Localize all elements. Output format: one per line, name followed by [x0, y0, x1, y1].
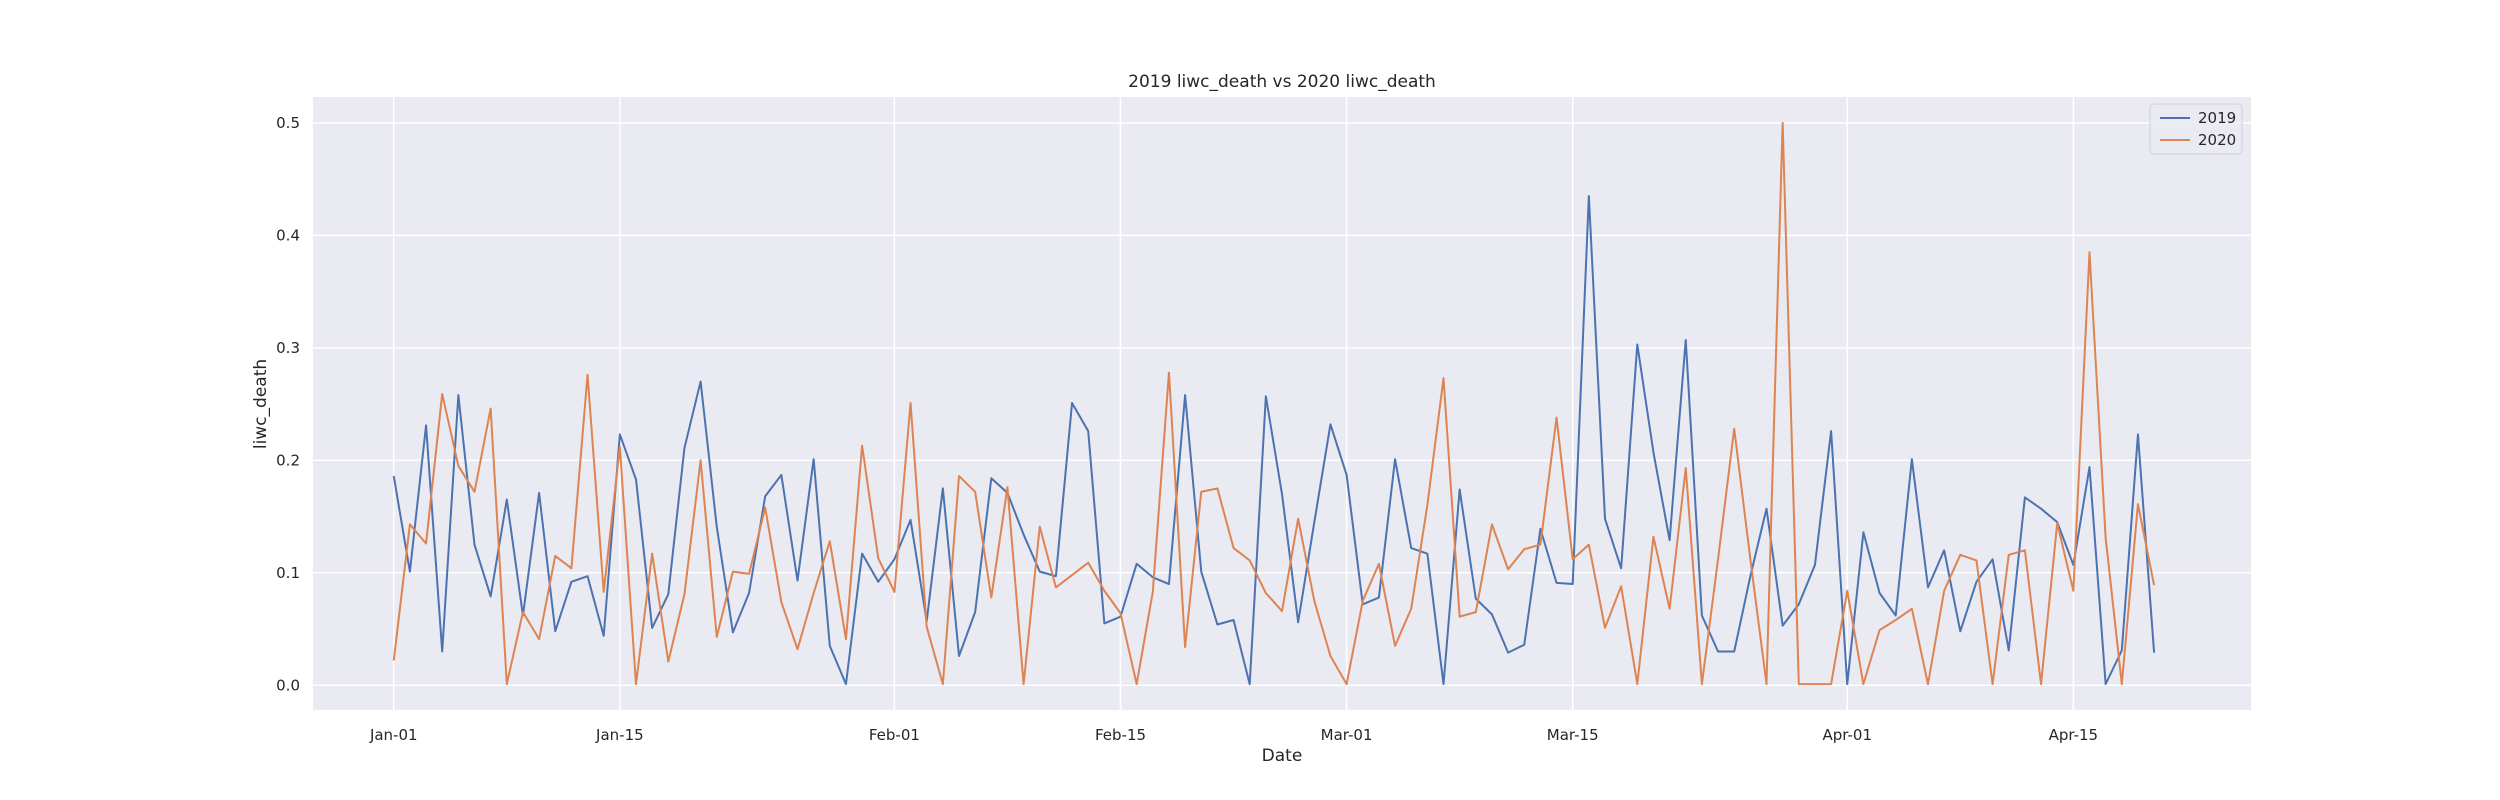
- x-tick-label: Mar-01: [1321, 726, 1373, 744]
- y-axis-ticks: 0.0 0.1 0.2 0.3 0.4 0.5: [276, 114, 300, 694]
- grid: [313, 97, 2251, 710]
- x-tick-label: Apr-01: [1823, 726, 1873, 744]
- plot-area: [313, 97, 2251, 710]
- x-tick-label: Apr-15: [2049, 726, 2099, 744]
- y-tick-label: 0.4: [276, 226, 300, 244]
- series-line-2020: [392, 121, 2156, 686]
- series-lines: [392, 121, 2156, 686]
- chart-title: 2019 liwc_death vs 2020 liwc_death: [1128, 72, 1436, 92]
- y-axis-label: liwc_death: [251, 359, 271, 449]
- x-tick-label: Jan-15: [595, 726, 644, 744]
- x-tick-label: Jan-01: [369, 726, 418, 744]
- legend-box: [2149, 103, 2243, 155]
- legend-label-2019: 2019: [2198, 109, 2236, 127]
- y-tick-label: 0.0: [276, 676, 300, 694]
- x-axis-ticks: Jan-01 Jan-15 Feb-01 Feb-15 Mar-01 Mar-15 Apr-…: [369, 726, 2098, 744]
- y-tick-label: 0.1: [276, 564, 300, 582]
- y-tick-label: 0.5: [276, 114, 300, 132]
- legend: 2019 2020: [2149, 103, 2243, 155]
- x-tick-label: Feb-01: [869, 726, 920, 744]
- y-tick-label: 0.2: [276, 451, 300, 469]
- legend-label-2020: 2020: [2198, 131, 2236, 149]
- x-tick-label: Feb-15: [1095, 726, 1146, 744]
- y-tick-label: 0.3: [276, 339, 300, 357]
- x-tick-label: Mar-15: [1547, 726, 1599, 744]
- series-line-2019: [392, 194, 2156, 686]
- x-axis-label: Date: [1262, 746, 1303, 766]
